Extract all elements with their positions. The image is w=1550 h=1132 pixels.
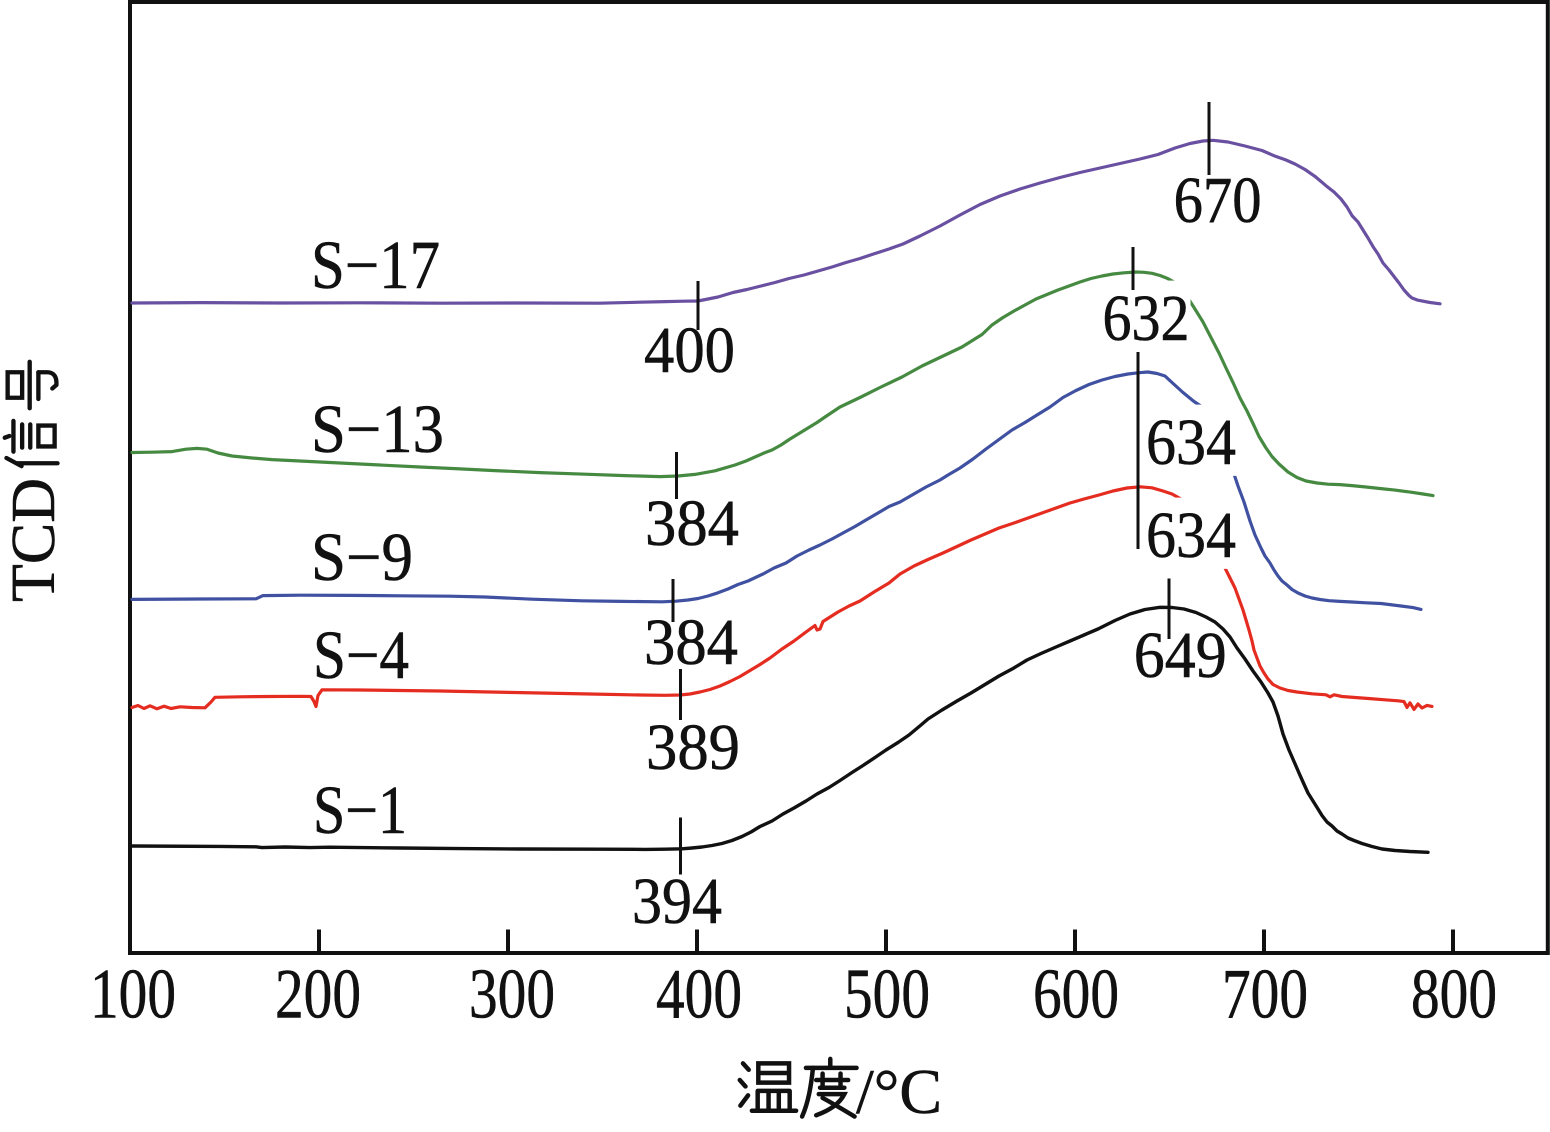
svg-text:389: 389 <box>646 711 740 784</box>
svg-text:394: 394 <box>632 865 722 938</box>
svg-text:S−13: S−13 <box>311 391 444 467</box>
svg-text:632: 632 <box>1103 282 1190 355</box>
svg-text:S−17: S−17 <box>311 227 440 303</box>
svg-text:S−4: S−4 <box>313 617 409 693</box>
svg-text:600: 600 <box>1033 956 1119 1034</box>
svg-text:200: 200 <box>275 956 361 1034</box>
svg-text:400: 400 <box>656 956 742 1034</box>
svg-text:400: 400 <box>644 314 735 387</box>
svg-text:S−9: S−9 <box>311 519 413 595</box>
svg-text:634: 634 <box>1146 406 1236 479</box>
svg-text:500: 500 <box>844 956 930 1034</box>
svg-text:384: 384 <box>644 606 738 679</box>
svg-text:TCD: TCD <box>0 478 68 602</box>
svg-text:700: 700 <box>1222 956 1308 1034</box>
svg-text:649: 649 <box>1134 619 1227 692</box>
svg-text:800: 800 <box>1411 956 1497 1034</box>
svg-text:S−1: S−1 <box>313 772 407 848</box>
svg-text:300: 300 <box>469 956 555 1034</box>
svg-text:670: 670 <box>1174 164 1262 237</box>
svg-text:384: 384 <box>645 487 739 560</box>
svg-text:634: 634 <box>1146 499 1236 572</box>
svg-text:/°C: /°C <box>856 1056 942 1127</box>
svg-text:100: 100 <box>90 956 176 1034</box>
